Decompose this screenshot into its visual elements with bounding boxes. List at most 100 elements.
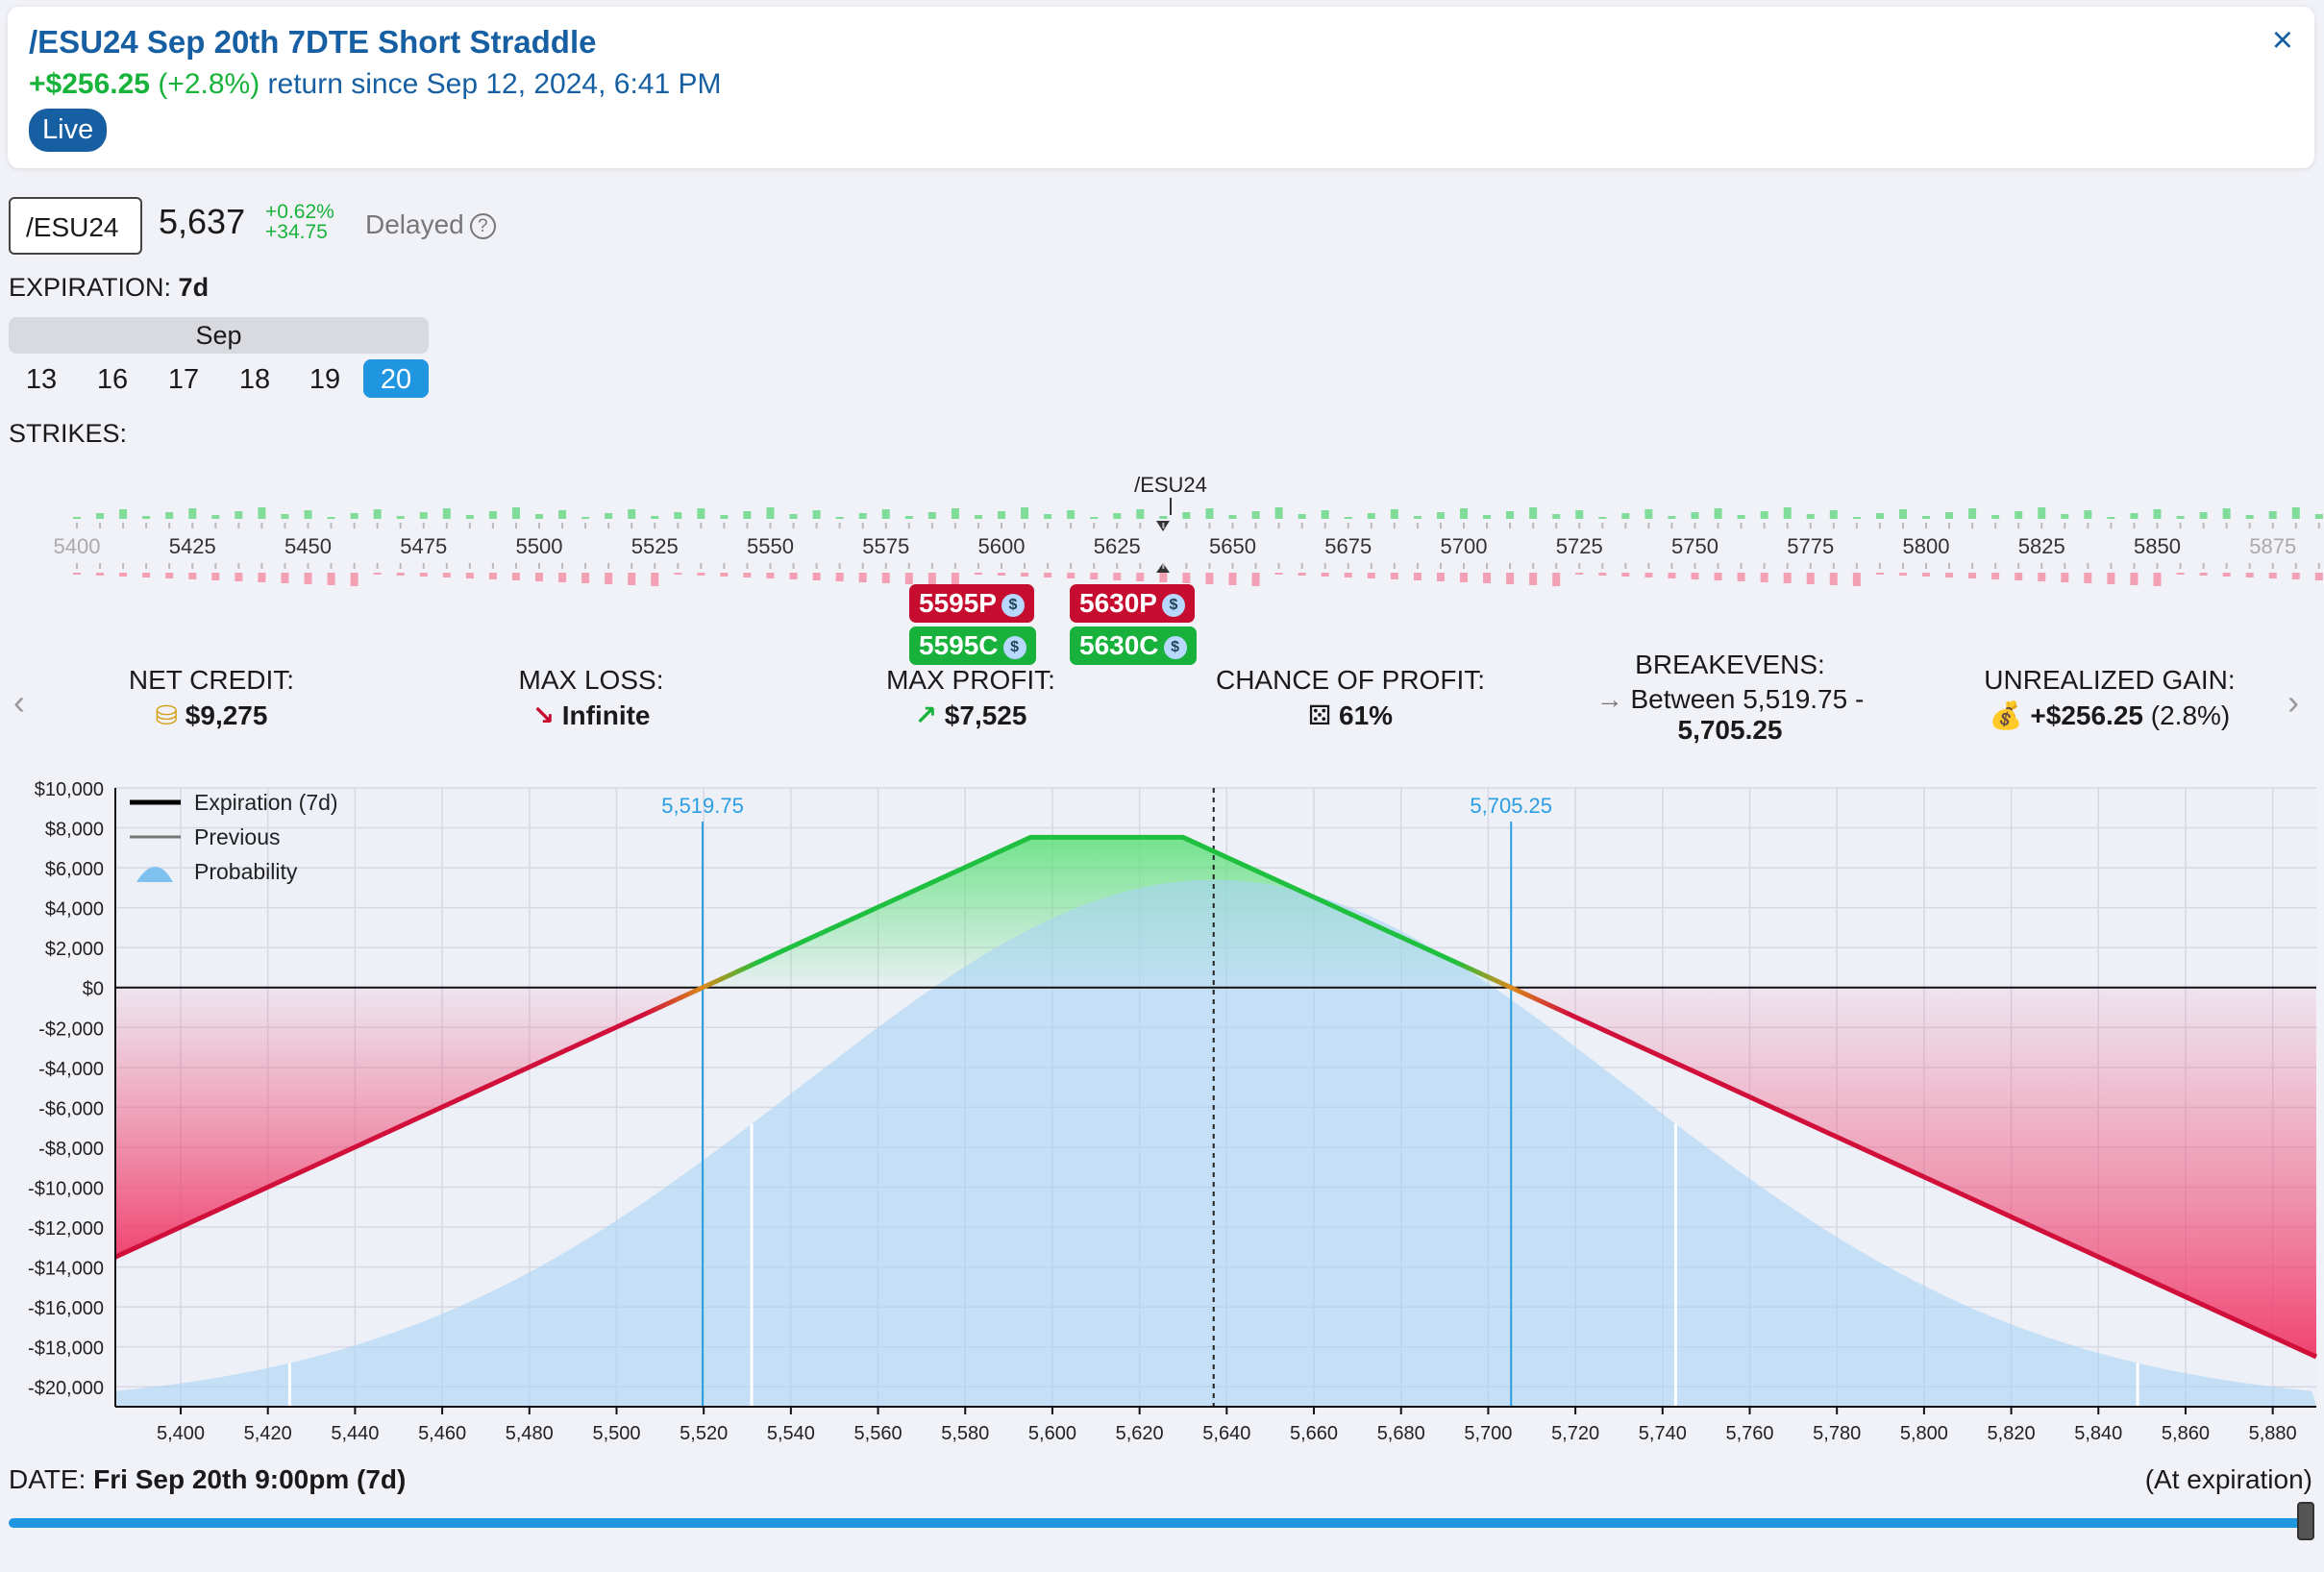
strike-tick-label[interactable]: 5700 bbox=[1441, 534, 1488, 558]
expiration-label: EXPIRATION: 7d bbox=[9, 273, 209, 303]
put-volume-bar bbox=[1806, 573, 1815, 584]
position-title[interactable]: /ESU24 Sep 20th 7DTE Short Straddle bbox=[29, 24, 597, 60]
strike-tick-label[interactable]: 5675 bbox=[1324, 534, 1372, 558]
put-volume-bar bbox=[766, 573, 775, 578]
put-volume-bar bbox=[2268, 573, 2277, 578]
call-volume-bar bbox=[396, 516, 405, 519]
breakeven-line2: 5,705.25 bbox=[1677, 715, 1783, 745]
strike-tick-label[interactable]: 5600 bbox=[978, 534, 1026, 558]
put-volume-bar bbox=[73, 573, 81, 575]
chevron-right-icon[interactable]: › bbox=[2287, 682, 2299, 722]
call-volume-bar bbox=[211, 515, 220, 519]
strike-tick-label[interactable]: 5450 bbox=[284, 534, 332, 558]
legend-expiration: Expiration (7d) bbox=[194, 790, 338, 815]
call-volume-bar bbox=[743, 511, 752, 519]
dice-icon: ⚄ bbox=[1307, 700, 1332, 730]
strike-tick-label[interactable]: 5525 bbox=[631, 534, 679, 558]
put-volume-bar bbox=[743, 573, 752, 577]
call-volume-bar bbox=[974, 515, 982, 519]
leg-5630-put[interactable]: 5630P $ bbox=[1070, 584, 1195, 623]
day-13[interactable]: 13 bbox=[25, 364, 58, 395]
call-volume-bar bbox=[1875, 513, 1884, 519]
stat-label: CHANCE OF PROFIT: bbox=[1215, 665, 1485, 695]
call-volume-bar bbox=[1529, 507, 1538, 519]
x-tick-label: 5,680 bbox=[1377, 1423, 1425, 1444]
put-volume-bar bbox=[1344, 573, 1352, 577]
date-slider-track[interactable] bbox=[9, 1518, 2311, 1528]
call-volume-bar bbox=[766, 507, 775, 519]
y-tick-label: $6,000 bbox=[45, 859, 104, 880]
put-volume-bar bbox=[881, 573, 890, 583]
date-slider-thumb[interactable] bbox=[2297, 1502, 2314, 1540]
leg-5630-call[interactable]: 5630C $ bbox=[1070, 626, 1197, 665]
strike-tick-label[interactable]: 5825 bbox=[2018, 534, 2065, 558]
put-volume-bar bbox=[1529, 573, 1538, 585]
day-17[interactable]: 17 bbox=[167, 364, 200, 395]
strike-tick-label[interactable]: 5500 bbox=[516, 534, 563, 558]
strike-tick-label[interactable]: 5550 bbox=[747, 534, 794, 558]
strike-ladder[interactable]: /ESU24 5400 5425 5450 5475 5500 5525 5550 5575 5… bbox=[0, 461, 2324, 596]
call-volume-bar bbox=[927, 512, 936, 519]
unrealized-pct: (2.8%) bbox=[2150, 700, 2231, 730]
put-volume-bar bbox=[1136, 573, 1145, 581]
y-tick-label: $10,000 bbox=[35, 779, 104, 800]
put-volume-bar bbox=[835, 573, 844, 581]
x-tick-label: 5,720 bbox=[1551, 1423, 1599, 1444]
unrealized-value: +$256.25 bbox=[2030, 700, 2143, 730]
call-volume-bar bbox=[1136, 509, 1145, 519]
help-icon[interactable]: ? bbox=[469, 213, 496, 239]
strike-tick-label[interactable]: 5425 bbox=[169, 534, 216, 558]
leg-5595-put[interactable]: 5595P $ bbox=[909, 584, 1034, 623]
breakeven-line1: Between 5,519.75 - bbox=[1630, 684, 1865, 714]
put-volume-bar bbox=[558, 573, 567, 582]
legend-previous: Previous bbox=[194, 824, 280, 849]
stat-label: UNREALIZED GAIN: bbox=[1984, 665, 2236, 695]
call-volume-bar bbox=[904, 516, 913, 519]
call-volume-bar bbox=[119, 509, 128, 519]
put-volume-bar bbox=[119, 573, 128, 577]
call-volume-bar bbox=[1991, 515, 2000, 519]
strike-tick-label[interactable]: 5650 bbox=[1209, 534, 1256, 558]
close-icon[interactable]: × bbox=[2271, 20, 2293, 61]
symbol-input[interactable]: /ESU24 bbox=[9, 197, 142, 255]
call-volume-bar bbox=[1390, 509, 1398, 519]
call-volume-bar bbox=[1829, 510, 1838, 519]
chevron-left-icon[interactable]: ‹ bbox=[13, 682, 25, 722]
dollar-icon: $ bbox=[1161, 594, 1185, 617]
put-volume-bar bbox=[1182, 573, 1191, 583]
call-volume-bar bbox=[1298, 514, 1306, 519]
call-volume-bar bbox=[1251, 511, 1260, 519]
pnl-chart[interactable]: 5,519.75 5,705.25 $10,000 $8,000 $6,000 $4,0… bbox=[0, 769, 2324, 1461]
x-tick-label: 5,560 bbox=[854, 1423, 902, 1444]
breakeven-label: 5,519.75 bbox=[661, 794, 744, 818]
strike-tick-label[interactable]: 5725 bbox=[1556, 534, 1603, 558]
strike-tick-label[interactable]: 5875 bbox=[2249, 534, 2296, 558]
chart-legend: Expiration (7d) Previous Probability bbox=[130, 790, 338, 884]
strike-tick-label[interactable]: 5475 bbox=[400, 534, 447, 558]
strike-tick-label[interactable]: 5575 bbox=[862, 534, 909, 558]
dollar-icon: $ bbox=[1001, 594, 1025, 617]
x-tick-label: 5,660 bbox=[1290, 1423, 1338, 1444]
call-volume-bar bbox=[1436, 512, 1445, 519]
strike-tick-label[interactable]: 5750 bbox=[1671, 534, 1718, 558]
call-volume-bar bbox=[881, 509, 890, 519]
call-volume-bar bbox=[2176, 516, 2185, 519]
live-badge[interactable]: Live bbox=[29, 109, 108, 152]
day-19[interactable]: 19 bbox=[309, 364, 341, 395]
leg-5595-call[interactable]: 5595C $ bbox=[909, 626, 1036, 665]
strike-tick-label[interactable]: 5625 bbox=[1094, 534, 1141, 558]
put-volume-bar bbox=[2153, 573, 2162, 586]
day-20-selected[interactable]: 20 bbox=[363, 359, 429, 398]
call-volume-bar bbox=[1598, 517, 1607, 519]
day-18[interactable]: 18 bbox=[238, 364, 271, 395]
call-volume-bar bbox=[73, 517, 81, 519]
at-expiration-label: (At expiration) bbox=[2144, 1464, 2312, 1494]
strike-tick-label[interactable]: 5850 bbox=[2134, 534, 2181, 558]
strike-tick-label[interactable]: 5400 bbox=[54, 534, 101, 558]
day-16[interactable]: 16 bbox=[96, 364, 129, 395]
call-volume-bar bbox=[998, 511, 1005, 519]
put-volume-bar bbox=[998, 573, 1005, 576]
put-volume-bar bbox=[488, 573, 497, 579]
strike-tick-label[interactable]: 5775 bbox=[1787, 534, 1834, 558]
strike-tick-label[interactable]: 5800 bbox=[1903, 534, 1950, 558]
